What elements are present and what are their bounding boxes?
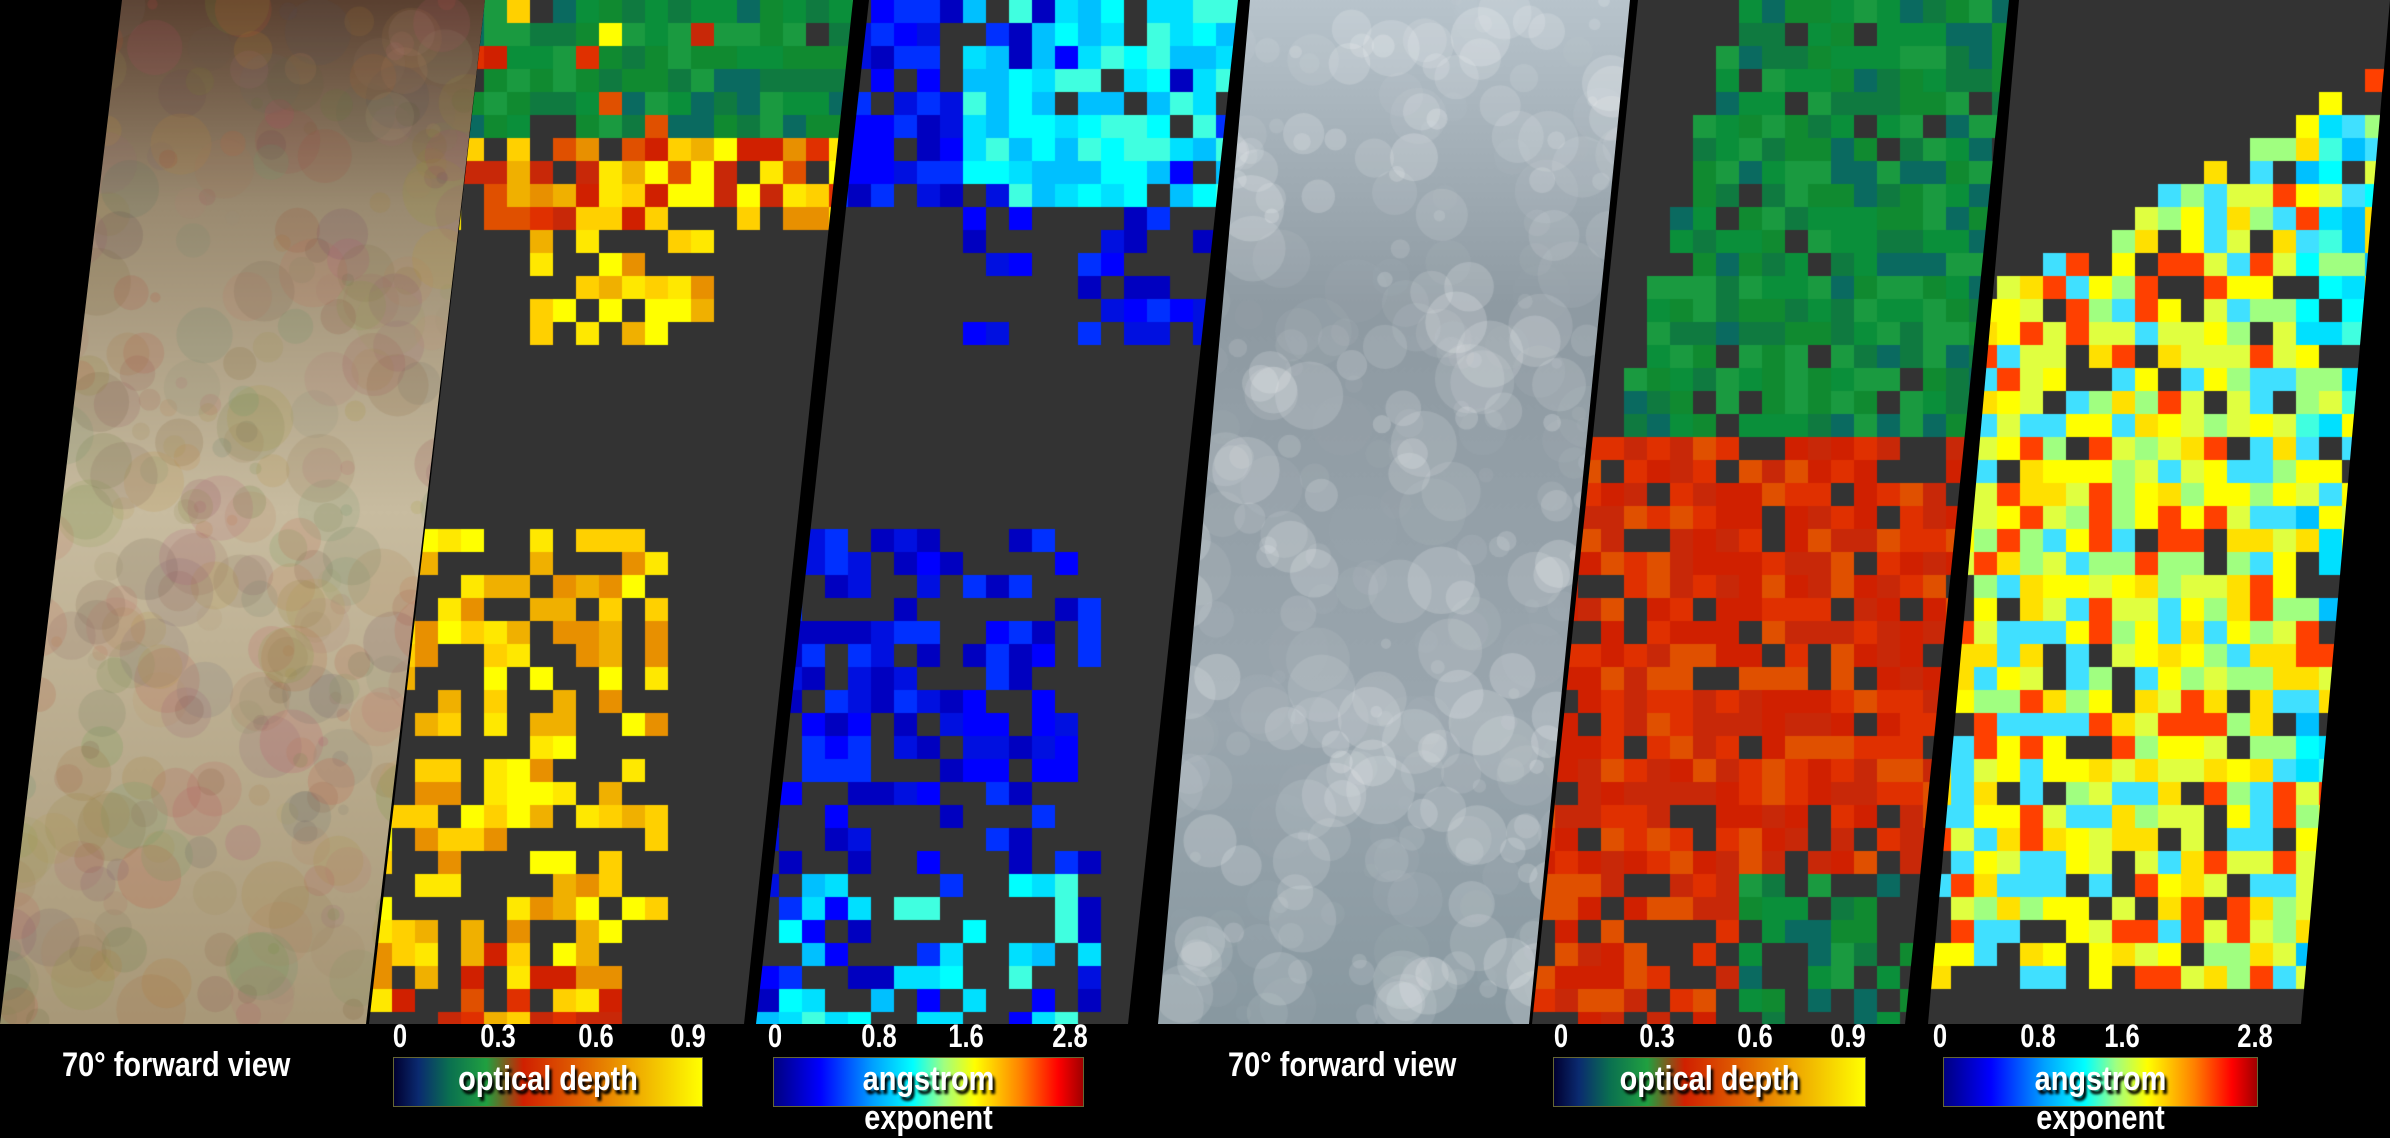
colorbar-title: optical depth	[458, 1060, 638, 1098]
optical-depth-colorbar: optical depth	[1553, 1057, 1866, 1107]
ae-tick: 1.6	[948, 1018, 984, 1054]
od-tick: 0.6	[1737, 1018, 1773, 1054]
od-tick: 0.6	[578, 1018, 614, 1054]
strip-image	[1928, 0, 2390, 1024]
ae-tick: 0.8	[861, 1018, 897, 1054]
colorbar-title: angstrom exponent	[862, 1060, 995, 1137]
view-caption-left: 70° forward view	[62, 1046, 291, 1084]
colorbar-title: optical depth	[1619, 1060, 1800, 1098]
view-caption-right: 70° forward view	[1228, 1046, 1457, 1084]
colorbar-title: angstrom exponent	[2034, 1060, 2167, 1137]
ae-tick: 2.8	[2237, 1018, 2273, 1054]
od-tick: 0	[1553, 1018, 1569, 1054]
od-tick: 0.3	[1639, 1018, 1675, 1054]
od-tick: 0.9	[670, 1018, 706, 1054]
strip-angstrom-2	[1928, 0, 2390, 1024]
ae-tick: 1.6	[2104, 1018, 2140, 1054]
optical-depth-colorbar: optical depth	[393, 1057, 703, 1107]
od-tick: 0	[392, 1018, 408, 1054]
angstrom-colorbar: angstrom exponent	[773, 1057, 1084, 1137]
angstrom-colorbar: angstrom exponent	[1943, 1057, 2258, 1137]
od-tick: 0.9	[1830, 1018, 1866, 1054]
ae-tick: 2.8	[1052, 1018, 1088, 1054]
ae-tick: 0	[1932, 1018, 1948, 1054]
ae-tick: 0.8	[2020, 1018, 2056, 1054]
ae-tick: 0	[767, 1018, 783, 1054]
od-tick: 0.3	[480, 1018, 516, 1054]
